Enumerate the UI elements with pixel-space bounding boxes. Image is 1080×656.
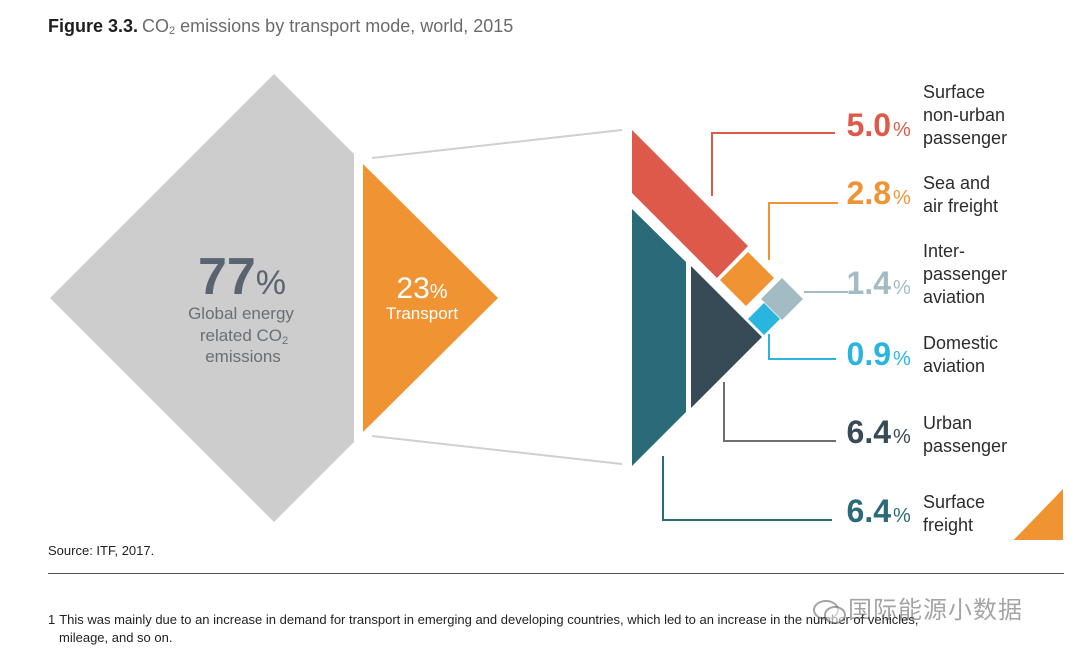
category-label-sea-air-freight-line-2: air freight — [923, 196, 998, 216]
category-label-inter-passenger-aviation-line-3: aviation — [923, 287, 985, 307]
category-label-surface-freight-line-2: freight — [923, 515, 973, 535]
global-label-line-3: emissions — [205, 347, 281, 366]
value-label-surface-freight: 6.4 — [847, 493, 892, 529]
title-pre: CO — [142, 16, 170, 36]
category-label-inter-passenger-aviation-line-2: passenger — [923, 264, 1007, 284]
divider — [48, 573, 1064, 574]
value-label-surface-non-urban-passenger: 5.0 — [847, 107, 891, 143]
global-value: 77% — [198, 248, 286, 306]
segment-sea-air-freight — [720, 252, 774, 306]
global-emissions-shape — [50, 74, 354, 522]
segment-urban-passenger — [691, 266, 762, 408]
pct-sign-inter-passenger-aviation: % — [893, 277, 911, 299]
transport-label: Transport — [386, 304, 458, 323]
global-label-line-1: Global energy — [188, 304, 294, 323]
category-label-surface-non-urban-passenger-line-3: passenger — [923, 128, 1007, 148]
pct-sign-domestic-aviation: % — [893, 348, 911, 370]
footnote-line-1: This was mainly due to an increase in de… — [59, 612, 919, 627]
pct-sign-urban-passenger: % — [893, 426, 911, 448]
watermark: 国际能源小数据 — [812, 590, 1023, 625]
leader-urban-passenger — [723, 382, 836, 442]
corner-decoration-triangle — [1013, 489, 1063, 540]
category-label-domestic-aviation-line-1: Domestic — [923, 333, 998, 353]
category-label-urban-passenger-line-2: passenger — [923, 436, 1007, 456]
category-label-sea-air-freight-line-1: Sea and — [923, 173, 990, 193]
value-label-sea-air-freight: 2.8 — [847, 175, 891, 211]
leader-surface-freight — [662, 456, 832, 521]
footnote-line-2: mileage, and so on. — [59, 630, 173, 645]
connector-line-bottom — [371, 435, 623, 465]
category-label-surface-non-urban-passenger-line-2: non-urban — [923, 105, 1005, 125]
transport-shape — [363, 164, 498, 432]
category-label-domestic-aviation-line-2: aviation — [923, 356, 985, 376]
category-label-urban-passenger-line-1: Urban — [923, 413, 972, 433]
title-post: emissions by transport mode, world, 2015 — [175, 16, 514, 36]
value-label-inter-passenger-aviation: 1.4 — [847, 265, 892, 301]
title-sub: 2 — [169, 25, 176, 37]
transport-value: 23% — [396, 272, 447, 305]
wechat-icon — [813, 599, 846, 624]
category-label-surface-freight-line-1: Surface — [923, 492, 985, 512]
global-label-line-2: related CO2 — [200, 326, 288, 347]
pct-sign-sea-air-freight: % — [893, 187, 911, 209]
segment-surface-freight — [632, 209, 686, 466]
segment-domestic-aviation — [748, 303, 780, 335]
figure-label: Figure 3.3. — [48, 16, 139, 36]
pct-sign-surface-non-urban-passenger: % — [893, 119, 911, 141]
category-label-surface-non-urban-passenger-line-1: Surface — [923, 82, 985, 102]
footnote: 1 This was mainly due to an increase in d… — [48, 611, 1048, 647]
leader-surface-non-urban-passenger — [711, 132, 835, 196]
source-note: Source: ITF, 2017. — [48, 543, 155, 558]
connector-line-top — [371, 129, 623, 159]
segment-inter-passenger-aviation — [761, 278, 803, 320]
figure-title: Figure 3.3. CO2 emissions by transport mo… — [48, 16, 513, 37]
category-label-inter-passenger-aviation-line-1: Inter- — [923, 241, 965, 261]
pct-sign-surface-freight: % — [893, 505, 911, 527]
value-label-urban-passenger: 6.4 — [847, 414, 892, 450]
leader-domestic-aviation — [768, 334, 836, 360]
transport-emissions-chart: 77% Global energy related CO2 emissions … — [50, 74, 1063, 540]
value-label-domestic-aviation: 0.9 — [847, 336, 891, 372]
watermark-text: 国际能源小数据 — [848, 597, 1023, 624]
footnote-number: 1 — [48, 612, 56, 627]
segment-surface-non-urban-passenger — [632, 130, 748, 278]
leader-sea-air-freight — [768, 202, 838, 260]
